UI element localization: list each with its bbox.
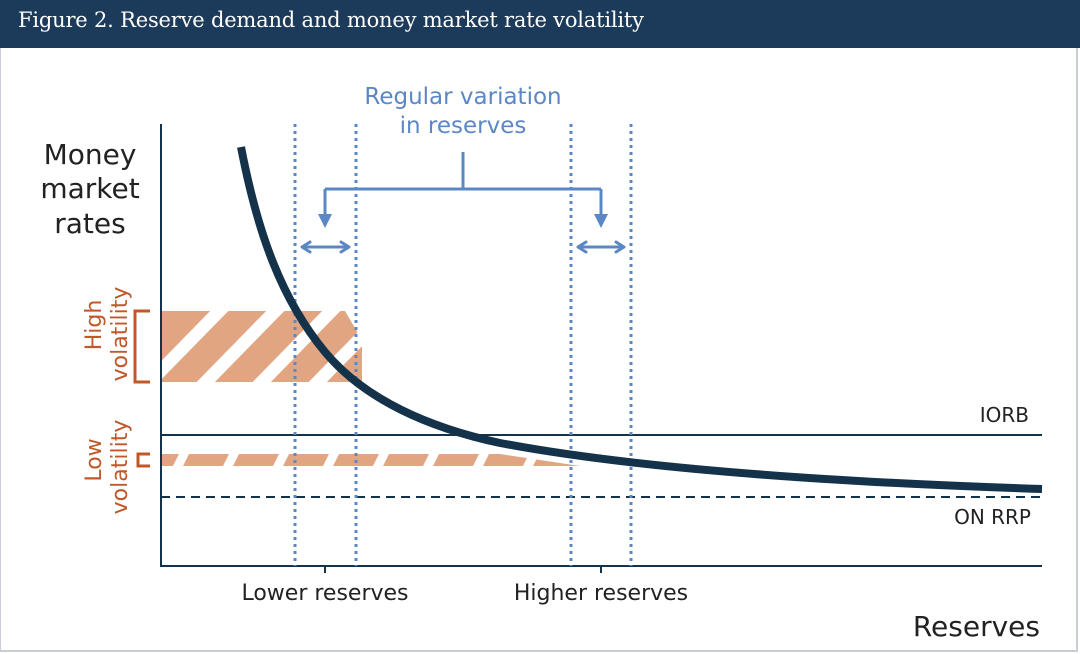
reserve-demand-curve [237,146,1043,493]
figure-header: Figure 2. Reserve demand and money marke… [0,0,1080,48]
right-arrow-icon [339,240,351,254]
figure-panel [0,48,1078,652]
annotation-line-2: in reserves [400,113,527,139]
left-arrow-icon [576,240,588,254]
low-volatility-label-line-2: volatility [108,420,133,515]
y-axis-label-line-2: market [40,172,139,205]
down-arrow-icon [318,214,332,228]
regular-variation-bracket [305,152,621,249]
low-volatility-label-line-1: Low [82,438,107,481]
annotation-line-1: Regular variation [364,84,561,110]
figure-title: Figure 2. Reserve demand and money marke… [18,8,644,32]
high-volatility-band [162,311,362,382]
low-volatility-bracket [136,452,150,468]
high-volatility-label-line-1: High [82,300,107,351]
low-volatility-band [162,454,580,466]
on-rrp-label: ON RRP [954,505,1031,529]
bracket-arrowheads [318,214,608,228]
range-arrowheads [300,240,626,254]
right-arrow-icon [614,240,626,254]
y-axis-label-line-3: rates [54,207,125,240]
x-tick-label-lower: Lower reserves [241,581,408,606]
left-arrow-icon [300,240,312,254]
down-arrow-icon [594,214,608,228]
high-volatility-bracket [133,309,150,384]
x-tick-label-higher: Higher reserves [514,581,688,606]
y-axis-label-line-1: Money [44,138,137,171]
x-axis-label: Reserves [913,610,1040,643]
high-volatility-label-line-2: volatility [108,287,133,382]
iorb-label: IORB [980,403,1029,427]
